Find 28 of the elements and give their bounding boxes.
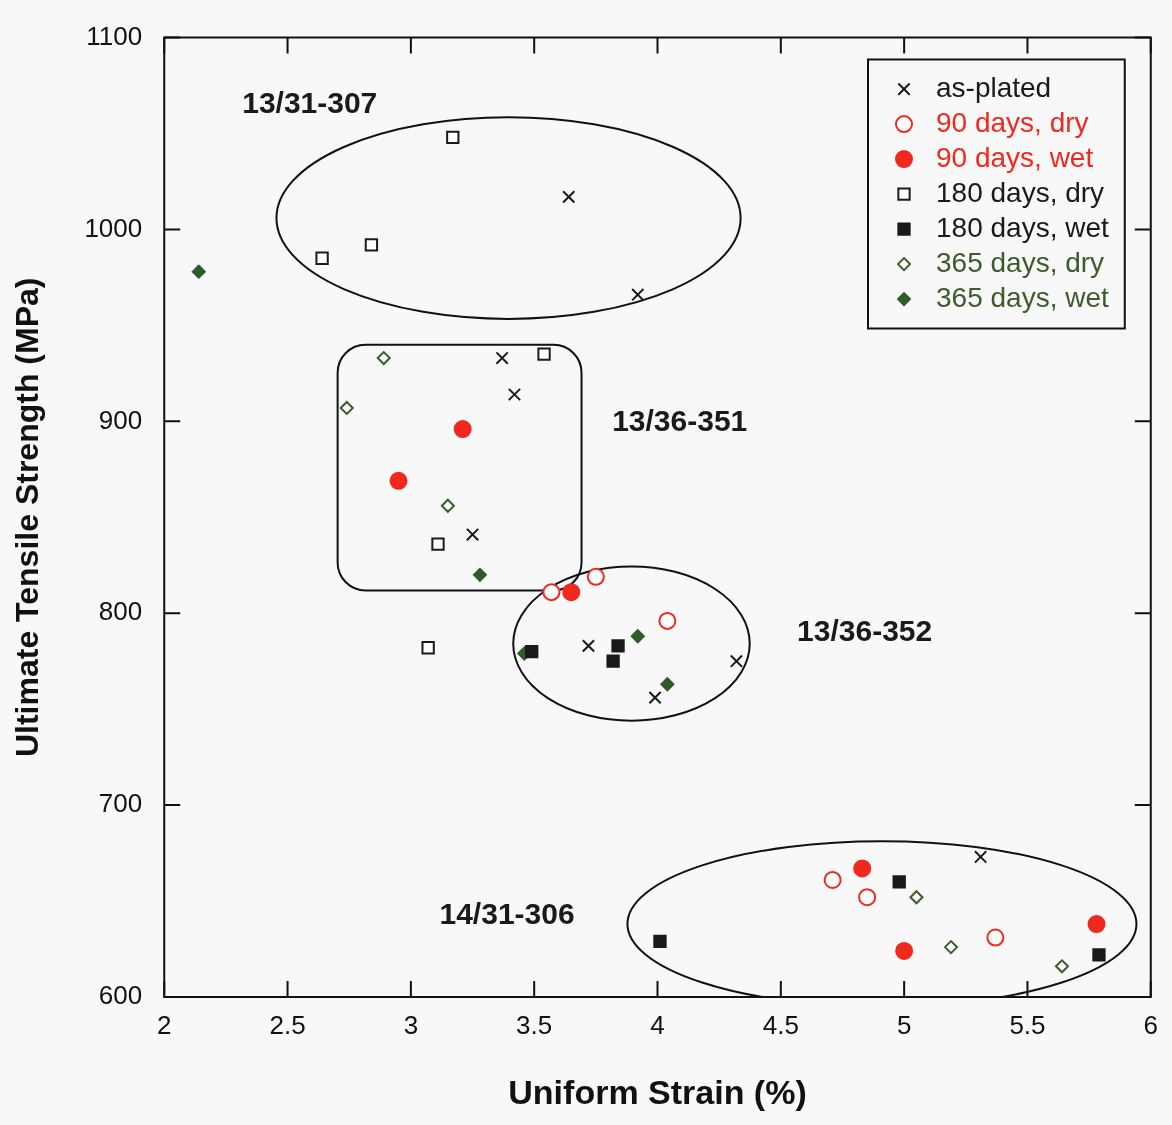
annotation: 13/36-352: [797, 613, 933, 647]
y-tick-label: 900: [98, 404, 143, 435]
y-tick-label: 1100: [86, 20, 143, 51]
x-tick-label: 2: [157, 1009, 172, 1040]
x-tick-label: 3.5: [516, 1009, 553, 1040]
legend-label: 365 days, wet: [936, 281, 1109, 313]
x-tick-label: 4.5: [762, 1009, 799, 1040]
y-tick-label: 1000: [84, 212, 143, 243]
legend-label: 90 days, wet: [936, 141, 1094, 173]
x-tick-label: 5.5: [1009, 1009, 1046, 1040]
y-tick-label: 700: [98, 788, 143, 819]
x-tick-label: 6: [1143, 1009, 1158, 1040]
legend-label: 180 days, dry: [936, 176, 1105, 208]
annotation: 14/31-306: [439, 896, 575, 930]
x-tick-label: 4: [650, 1009, 665, 1040]
x-tick-label: 3: [403, 1009, 419, 1040]
legend-label: 180 days, wet: [936, 211, 1109, 243]
legend-label: 365 days, dry: [936, 246, 1105, 278]
x-axis-title: Uniform Strain (%): [508, 1072, 807, 1111]
y-tick-label: 800: [98, 596, 143, 627]
x-tick-label: 5: [896, 1009, 912, 1040]
annotation: 13/36-351: [612, 403, 748, 437]
legend-label: as-plated: [936, 71, 1052, 103]
y-axis-title: Ultimate Tensile Strength (MPa): [9, 277, 46, 758]
annotation: 13/31-307: [242, 86, 378, 120]
x-tick-label: 2.5: [269, 1009, 306, 1040]
legend-label: 90 days, dry: [936, 106, 1089, 138]
y-tick-label: 600: [98, 980, 143, 1011]
